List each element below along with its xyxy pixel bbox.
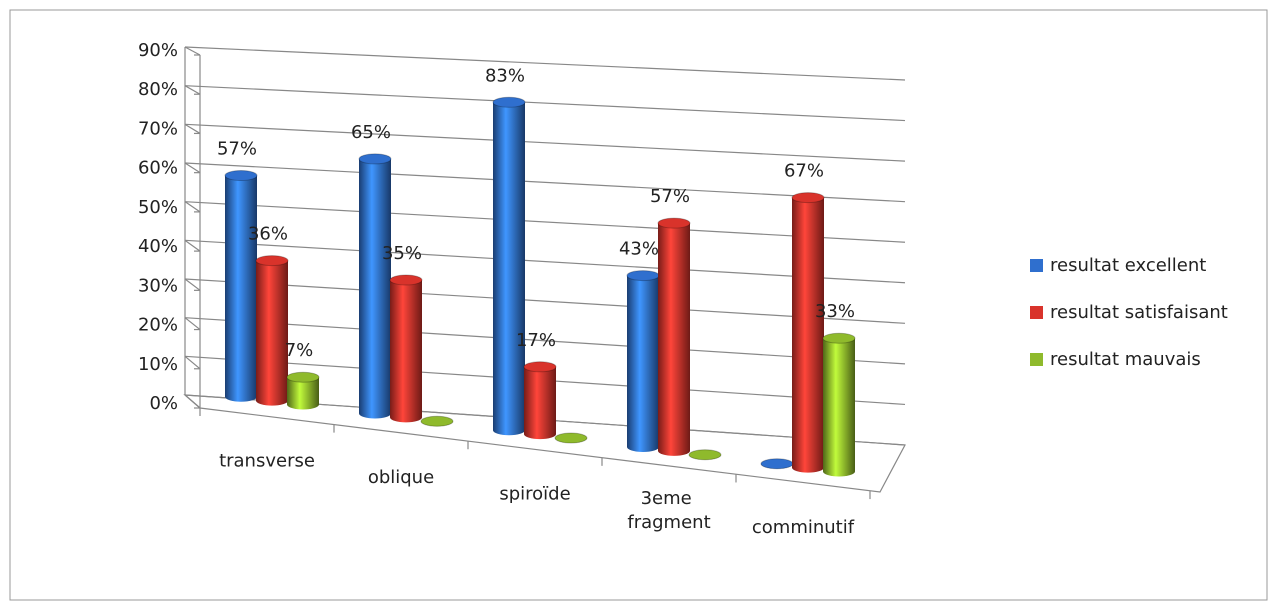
data-label: 7%: [285, 340, 314, 361]
grid-line: [184, 201, 906, 243]
cylinder: [225, 175, 257, 402]
legend-label: resultat satisfaisant: [1050, 302, 1228, 323]
cylinder-top: [822, 332, 856, 344]
x-tick-label: 3eme fragment: [627, 488, 710, 533]
side-grid-line: [184, 394, 201, 409]
grid-line: [184, 46, 906, 81]
x-tick-label: spiroïde: [499, 484, 570, 505]
cylinder: [390, 280, 422, 423]
data-label: 57%: [650, 186, 690, 207]
data-label: 33%: [815, 301, 855, 322]
side-grid-line: [184, 46, 201, 56]
data-label: 65%: [351, 122, 391, 143]
y-tick-label: 10%: [138, 354, 178, 375]
cylinder: [792, 197, 824, 473]
data-label: 67%: [784, 161, 824, 182]
cylinder-top: [791, 192, 825, 204]
side-grid-line: [184, 201, 201, 213]
cylinder-top: [657, 217, 691, 229]
data-label: 83%: [485, 65, 525, 86]
data-label: 17%: [516, 330, 556, 351]
y-tick-label: 60%: [138, 158, 178, 179]
cylinder-top: [255, 255, 289, 267]
x-tick-label: comminutif: [752, 517, 855, 538]
grid-line: [184, 85, 906, 122]
cylinder-top: [420, 415, 454, 427]
x-tick-label: oblique: [368, 467, 434, 488]
cylinder-top: [492, 96, 526, 108]
cylinder-top: [688, 449, 722, 461]
data-label: 43%: [619, 239, 659, 260]
cylinder-top: [224, 170, 258, 182]
cylinder-top: [554, 432, 588, 444]
cylinder-top: [760, 458, 794, 470]
cylinder: [627, 275, 659, 452]
side-grid-line: [184, 123, 201, 134]
side-grid-line: [184, 239, 201, 252]
legend-swatch: [1030, 353, 1043, 366]
y-tick-label: 30%: [138, 275, 178, 296]
y-tick-label: 40%: [138, 236, 178, 257]
cylinder-top: [523, 361, 557, 373]
y-tick-label: 80%: [138, 79, 178, 100]
cylinder: [287, 377, 319, 410]
cylinder-top: [286, 371, 320, 383]
grid-line: [184, 317, 906, 365]
cylinder: [359, 158, 391, 419]
y-tick-label: 90%: [138, 40, 178, 61]
cylinder: [823, 338, 855, 477]
cylinder: [658, 223, 690, 456]
cylinder: [493, 102, 525, 436]
legend-swatch: [1030, 259, 1043, 272]
side-grid-line: [184, 317, 201, 331]
cylinder-top: [626, 270, 660, 282]
grid-line: [184, 278, 906, 324]
legend-label: resultat mauvais: [1050, 349, 1201, 370]
grid-line: [184, 162, 906, 203]
data-label: 57%: [217, 139, 257, 160]
side-grid-line: [184, 278, 201, 291]
cylinder-top: [358, 153, 392, 165]
side-grid-line: [184, 355, 201, 370]
x-tick-label: transverse: [219, 450, 315, 471]
cylinder: [256, 260, 288, 406]
y-tick-label: 50%: [138, 197, 178, 218]
legend-swatch: [1030, 306, 1043, 319]
data-label: 35%: [382, 243, 422, 264]
cylinder: [524, 366, 556, 440]
grid-line: [184, 123, 906, 162]
y-tick-label: 20%: [138, 315, 178, 336]
grid-line: [184, 239, 906, 284]
legend-label: resultat excellent: [1050, 255, 1206, 276]
y-tick-label: 0%: [149, 393, 178, 414]
side-grid-line: [184, 162, 201, 174]
cylinder-top: [389, 274, 423, 286]
data-label: 36%: [248, 224, 288, 245]
y-tick-label: 70%: [138, 118, 178, 139]
side-grid-line: [184, 85, 201, 95]
